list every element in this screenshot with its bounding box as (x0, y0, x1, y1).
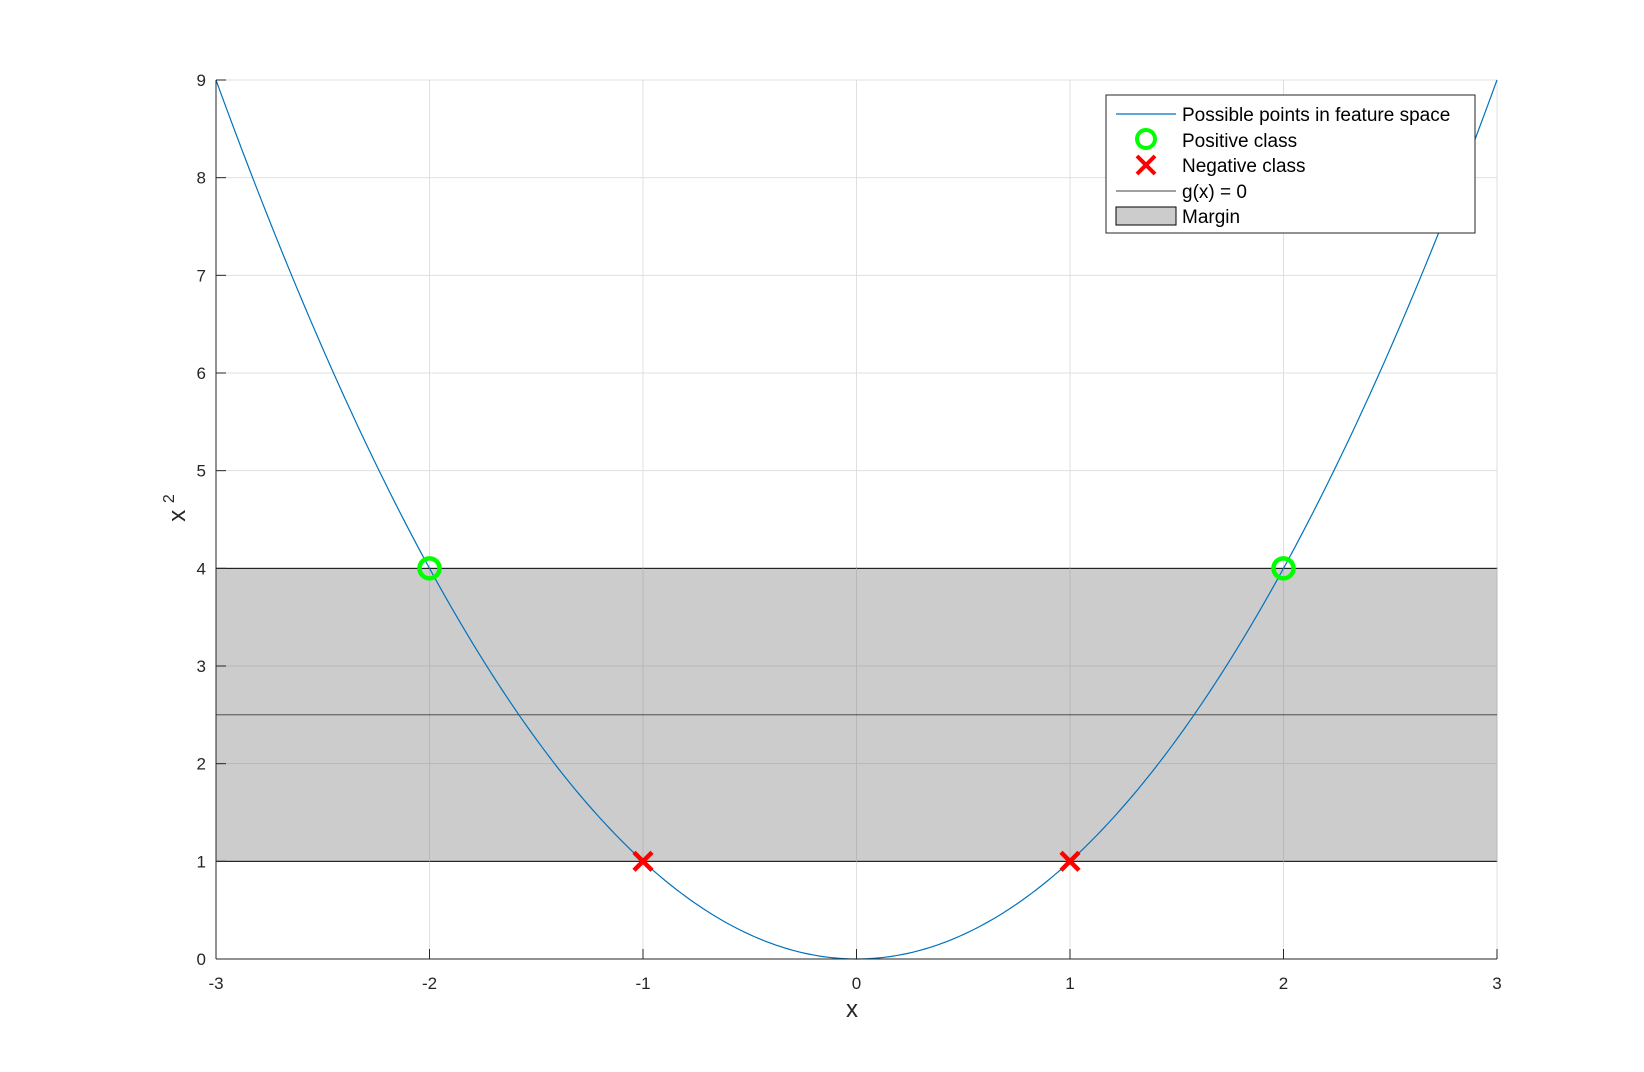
legend-marker-negative (1135, 154, 1157, 176)
legend-label-boundary: g(x) = 0 (1182, 182, 1247, 203)
y-axis-label: x 2 (161, 494, 191, 522)
y-tick-label: 5 (197, 462, 206, 481)
x-tick-label: -1 (635, 974, 650, 993)
y-tick-label: 9 (197, 71, 206, 90)
legend-label-negative: Negative class (1182, 156, 1306, 177)
legend-patch-margin (1115, 206, 1177, 226)
y-tick-label: 1 (197, 852, 206, 871)
x-tick-label: 3 (1492, 974, 1501, 993)
y-axis-label-exponent: 2 (161, 494, 178, 503)
x-tick-label: 2 (1279, 974, 1288, 993)
legend-marker-positive (1135, 128, 1157, 150)
x-tick-label: 1 (1065, 974, 1074, 993)
x-axis-label: x (846, 996, 858, 1023)
y-tick-label: 7 (197, 266, 206, 285)
legend-label-margin: Margin (1182, 207, 1240, 228)
y-tick-label: 3 (197, 657, 206, 676)
x-tick-label: -2 (422, 974, 437, 993)
negative-point (1059, 850, 1081, 872)
positive-point (417, 556, 442, 581)
negative-point (632, 850, 654, 872)
legend: Possible points in feature space Positiv… (1105, 94, 1476, 234)
y-tick-label: 8 (197, 169, 206, 188)
x-tick-label: -3 (208, 974, 223, 993)
y-tick-label: 6 (197, 364, 206, 383)
y-tick-label: 2 (197, 755, 206, 774)
x-tick-label: 0 (852, 974, 861, 993)
positive-point (1271, 556, 1296, 581)
y-tick-label: 0 (197, 950, 206, 969)
legend-label-curve: Possible points in feature space (1182, 105, 1450, 126)
legend-label-positive: Positive class (1182, 131, 1297, 152)
y-axis-label-base: x (164, 510, 191, 522)
y-tick-label: 4 (197, 559, 206, 578)
y-axis-label-group: x 2 (161, 494, 191, 522)
